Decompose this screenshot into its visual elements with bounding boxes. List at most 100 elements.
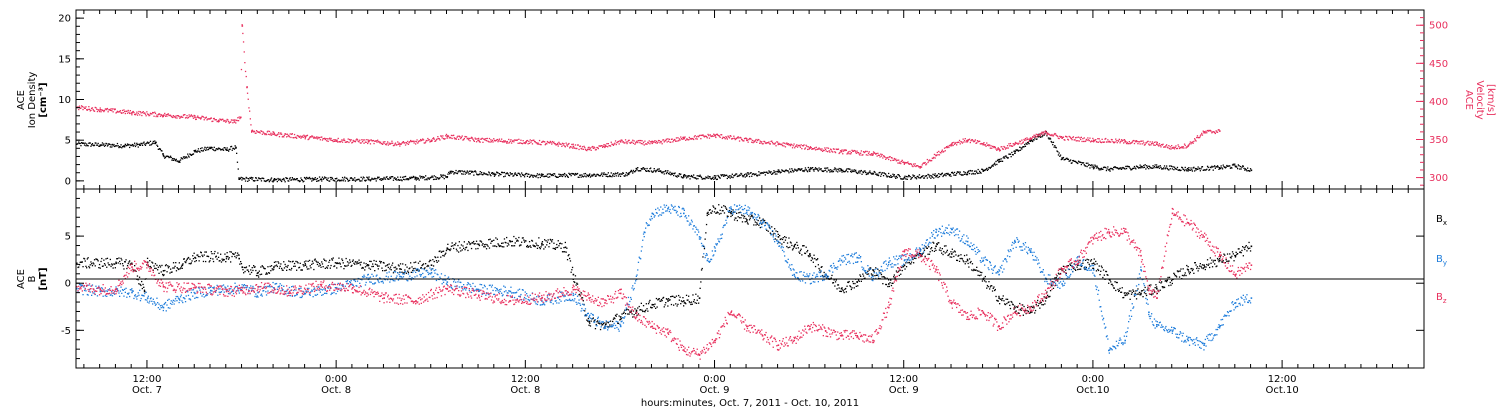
data-dot — [1032, 136, 1034, 138]
data-dot — [355, 261, 357, 263]
data-dot — [913, 175, 915, 177]
data-dot — [665, 170, 667, 172]
data-dot — [1176, 147, 1179, 150]
data-dot — [661, 143, 663, 145]
data-dot — [970, 140, 972, 142]
data-dot — [205, 116, 207, 118]
data-dot — [811, 148, 813, 150]
data-dot — [1179, 169, 1181, 172]
data-dot — [1033, 139, 1035, 141]
data-dot — [857, 171, 860, 173]
data-dot — [111, 110, 113, 112]
data-dot — [903, 265, 905, 268]
data-dot — [879, 156, 881, 158]
data-dot — [990, 166, 992, 168]
data-dot — [742, 215, 744, 217]
data-dot — [141, 143, 143, 145]
data-dot — [417, 269, 419, 271]
data-dot — [835, 170, 837, 172]
data-dot — [468, 241, 470, 243]
data-dot — [1168, 276, 1171, 278]
data-dot — [880, 272, 882, 274]
data-dot — [379, 142, 381, 144]
data-dot — [1138, 166, 1141, 169]
data-dot — [499, 140, 501, 142]
data-point — [659, 170, 661, 172]
data-dot — [92, 109, 94, 111]
data-dot — [388, 142, 390, 144]
data-point — [998, 148, 1000, 151]
data-dot — [662, 171, 665, 173]
data-dot — [740, 217, 742, 219]
data-dot — [167, 267, 170, 269]
data-dot — [786, 142, 788, 144]
data-dot — [949, 145, 951, 147]
data-dot — [554, 248, 556, 250]
data-dot — [796, 169, 799, 171]
data-dot — [298, 180, 300, 182]
data-dot — [296, 178, 298, 180]
data-dot — [736, 137, 738, 139]
data-dot — [791, 169, 794, 171]
data-dot — [141, 280, 143, 283]
data-dot — [135, 113, 137, 115]
data-dot — [477, 247, 479, 250]
data-dot — [1177, 144, 1179, 146]
data-point — [162, 114, 165, 116]
data-dot — [440, 175, 443, 178]
data-dot — [691, 137, 693, 140]
data-dot — [1118, 140, 1120, 142]
data-dot — [1183, 147, 1185, 149]
data-dot — [309, 265, 311, 267]
data-dot — [1133, 165, 1136, 168]
data-dot — [200, 251, 202, 253]
data-dot — [430, 140, 432, 142]
data-dot — [1060, 268, 1062, 270]
data-dot — [569, 146, 572, 148]
data-dot — [1145, 165, 1148, 167]
data-dot — [1077, 268, 1079, 271]
data-dot — [285, 177, 287, 179]
data-dot — [468, 242, 470, 244]
data-dot — [1010, 300, 1012, 303]
data-dot — [214, 250, 216, 253]
data-dot — [528, 173, 530, 175]
data-dot — [1022, 141, 1024, 143]
data-dot — [185, 116, 187, 119]
data-dot — [141, 287, 143, 290]
data-dot — [1139, 143, 1141, 145]
data-dot — [763, 219, 765, 222]
data-dot — [832, 282, 835, 284]
data-dot — [169, 272, 171, 274]
data-dot — [258, 131, 261, 133]
data-dot — [1246, 170, 1248, 172]
data-dot — [167, 113, 169, 115]
data-dot — [1142, 140, 1144, 142]
data-dot — [1049, 138, 1052, 140]
data-dot — [508, 244, 510, 246]
data-dot — [607, 322, 609, 324]
data-dot — [143, 289, 146, 291]
data-dot — [759, 142, 761, 144]
data-dot — [667, 305, 669, 307]
data-dot — [118, 111, 120, 113]
data-dot — [326, 178, 328, 181]
data-dot — [820, 266, 822, 268]
data-dot — [1176, 168, 1178, 170]
data-dot — [189, 115, 192, 117]
data-dot — [445, 252, 447, 254]
data-dot — [678, 140, 680, 142]
data-dot — [331, 139, 333, 141]
data-dot — [443, 255, 445, 257]
data-dot — [859, 274, 861, 276]
data-dot — [655, 307, 657, 309]
data-dot — [950, 175, 952, 177]
data-dot — [363, 142, 365, 144]
data-dot — [1085, 138, 1087, 141]
data-dot — [501, 246, 503, 248]
data-dot — [337, 137, 339, 140]
data-dot — [784, 142, 786, 144]
data-dot — [1208, 169, 1210, 171]
data-dot — [530, 141, 532, 143]
